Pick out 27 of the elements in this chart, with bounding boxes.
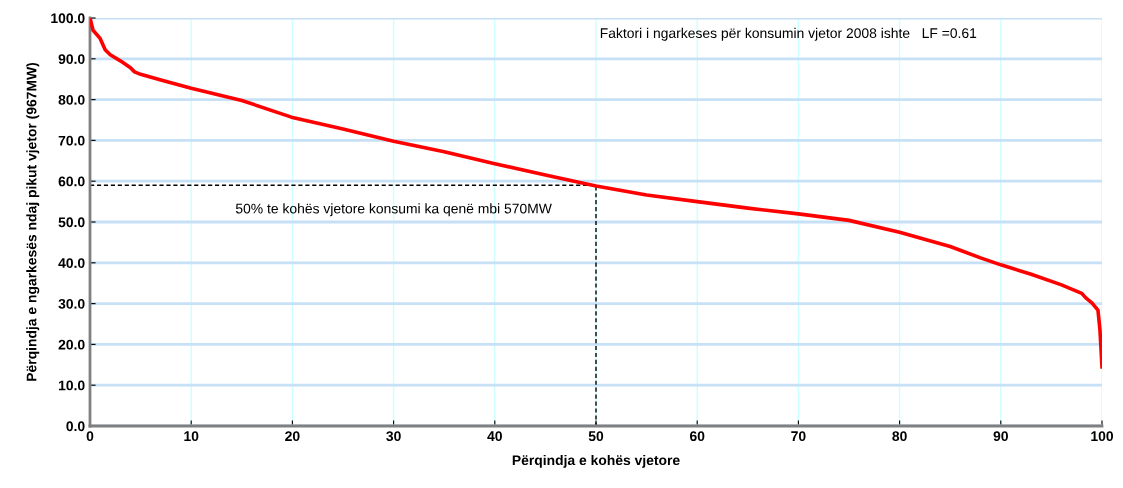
y-tick-label: 10.0 <box>58 380 85 391</box>
y-tick-label: 40.0 <box>58 258 85 268</box>
x-tick-label: 10 <box>184 431 199 442</box>
y-tick-label: 20.0 <box>58 339 85 350</box>
y-tick-label: 100.0 <box>51 13 85 24</box>
annotation: Faktori i ngarkeses për konsumin vjetor 2008 ishte LF =0.61 <box>600 27 977 41</box>
y-tick-label: 50.0 <box>58 217 85 228</box>
x-tick-label: 30 <box>386 431 401 442</box>
y-tick-label: 70.0 <box>58 135 85 146</box>
x-tick-label: 90 <box>993 431 1008 442</box>
y-tick-label: 0.0 <box>66 421 85 432</box>
x-tick-label: 40 <box>487 431 502 442</box>
y-tick-label: 80.0 <box>58 94 85 105</box>
x-tick-label: 50 <box>588 431 604 442</box>
x-tick-label: 70 <box>791 431 806 442</box>
line-series <box>90 18 1102 369</box>
x-axis-title: Përqindja e kohës vjetore <box>512 454 680 468</box>
annotation: 50% te kohës vjetore konsumi ka qenë mbi 570MW <box>235 203 552 217</box>
x-tick-label: 100 <box>1091 431 1114 442</box>
y-tick-label: 60.0 <box>58 176 85 187</box>
y-tick-label: 30.0 <box>58 298 85 309</box>
x-tick-label: 80 <box>892 431 907 442</box>
y-axis-title: Përqindja e ngarkesës ndaj pikut vjetor (967MW) <box>26 62 40 381</box>
x-tick-label: 20 <box>285 431 300 442</box>
x-tick-label: 0 <box>86 431 94 442</box>
y-tick-label: 90.0 <box>58 54 85 64</box>
x-tick-label: 60 <box>689 431 705 442</box>
